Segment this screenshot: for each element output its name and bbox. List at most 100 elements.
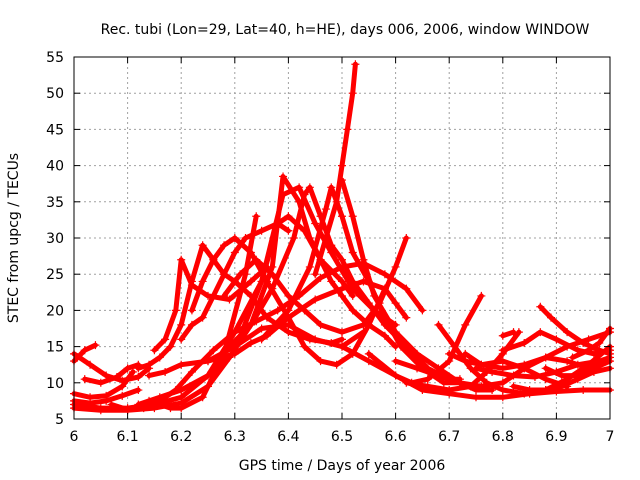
data-point xyxy=(434,371,443,380)
data-point xyxy=(359,255,368,264)
data-points xyxy=(70,60,614,415)
y-tick-label: 25 xyxy=(46,267,64,283)
data-point xyxy=(316,357,325,366)
data-point xyxy=(230,328,239,337)
data-point xyxy=(230,277,239,286)
data-point xyxy=(102,371,111,380)
data-point xyxy=(311,219,320,228)
grid xyxy=(74,57,610,419)
data-point xyxy=(284,306,293,315)
data-point xyxy=(338,212,346,221)
data-point xyxy=(332,360,341,369)
data-point xyxy=(209,291,218,300)
data-point xyxy=(351,60,360,69)
x-tick-label: 6.4 xyxy=(277,429,299,445)
data-point xyxy=(380,320,389,329)
data-point xyxy=(563,357,572,366)
y-tick-label: 35 xyxy=(46,195,64,211)
data-point xyxy=(541,375,550,384)
data-point xyxy=(338,277,346,286)
data-point xyxy=(327,338,336,347)
data-point xyxy=(134,400,143,409)
data-point xyxy=(391,357,400,366)
data-point xyxy=(348,291,357,300)
data-point xyxy=(380,270,389,279)
data-point xyxy=(177,360,186,369)
y-tick-label: 10 xyxy=(46,376,64,392)
x-axis-label: GPS time / Days of year 2006 xyxy=(239,458,446,474)
data-point xyxy=(86,393,95,402)
x-tick-label: 6.2 xyxy=(170,429,192,445)
data-point xyxy=(204,371,212,380)
data-point xyxy=(359,328,368,337)
data-point xyxy=(370,306,379,315)
data-point xyxy=(391,320,400,329)
data-point xyxy=(262,313,271,322)
data-point xyxy=(509,371,518,380)
data-point xyxy=(187,306,196,315)
data-point xyxy=(364,349,373,358)
data-point xyxy=(262,331,271,340)
data-point xyxy=(252,317,261,326)
data-point xyxy=(541,386,550,395)
data-point xyxy=(220,291,229,300)
data-point xyxy=(225,342,234,351)
data-point xyxy=(589,349,598,358)
data-point xyxy=(445,357,454,366)
data-point xyxy=(246,320,255,329)
data-point xyxy=(450,342,459,351)
data-point xyxy=(402,234,411,242)
data-point xyxy=(187,277,196,286)
data-point xyxy=(295,291,304,300)
data-point xyxy=(338,255,346,264)
data-point xyxy=(289,234,298,242)
data-point xyxy=(134,386,143,395)
data-point xyxy=(563,328,572,337)
data-point xyxy=(348,248,357,257)
data-point xyxy=(118,391,127,400)
data-point xyxy=(300,190,309,199)
data-point xyxy=(316,212,325,221)
data-point xyxy=(187,320,196,329)
data-point xyxy=(295,183,304,192)
data-point xyxy=(498,331,507,340)
data-point xyxy=(348,306,357,315)
data-point xyxy=(145,371,154,380)
data-point xyxy=(230,248,239,257)
data-point xyxy=(520,389,529,398)
data-point xyxy=(268,284,277,293)
data-point xyxy=(584,360,593,369)
data-point xyxy=(284,291,293,300)
data-point xyxy=(359,320,368,329)
data-point xyxy=(279,172,288,181)
y-tick-labels: 5 10 15 20 25 30 35 40 45 50 55 xyxy=(46,50,64,428)
data-point xyxy=(123,364,132,373)
data-point xyxy=(279,190,288,199)
data-point xyxy=(262,277,271,286)
data-point xyxy=(257,335,266,344)
y-tick-label: 5 xyxy=(55,412,64,428)
data-point xyxy=(498,346,507,355)
data-point xyxy=(338,161,346,170)
data-point xyxy=(573,360,582,369)
data-point xyxy=(204,382,212,391)
data-point xyxy=(225,353,234,362)
data-point xyxy=(595,346,604,355)
data-point xyxy=(155,393,164,402)
data-point xyxy=(252,212,261,221)
data-point xyxy=(396,342,405,351)
data-point xyxy=(166,404,175,413)
data-point xyxy=(321,205,330,214)
data-point xyxy=(445,386,454,395)
data-point xyxy=(536,302,545,311)
data-point xyxy=(380,313,389,322)
data-point xyxy=(161,367,170,376)
data-point xyxy=(327,277,336,286)
data-point xyxy=(246,277,255,286)
data-point xyxy=(327,183,336,192)
data-point xyxy=(225,295,234,304)
y-tick-label: 55 xyxy=(46,50,64,66)
x-tick-label: 6.9 xyxy=(545,429,567,445)
data-point xyxy=(391,328,400,337)
data-point xyxy=(445,349,454,358)
